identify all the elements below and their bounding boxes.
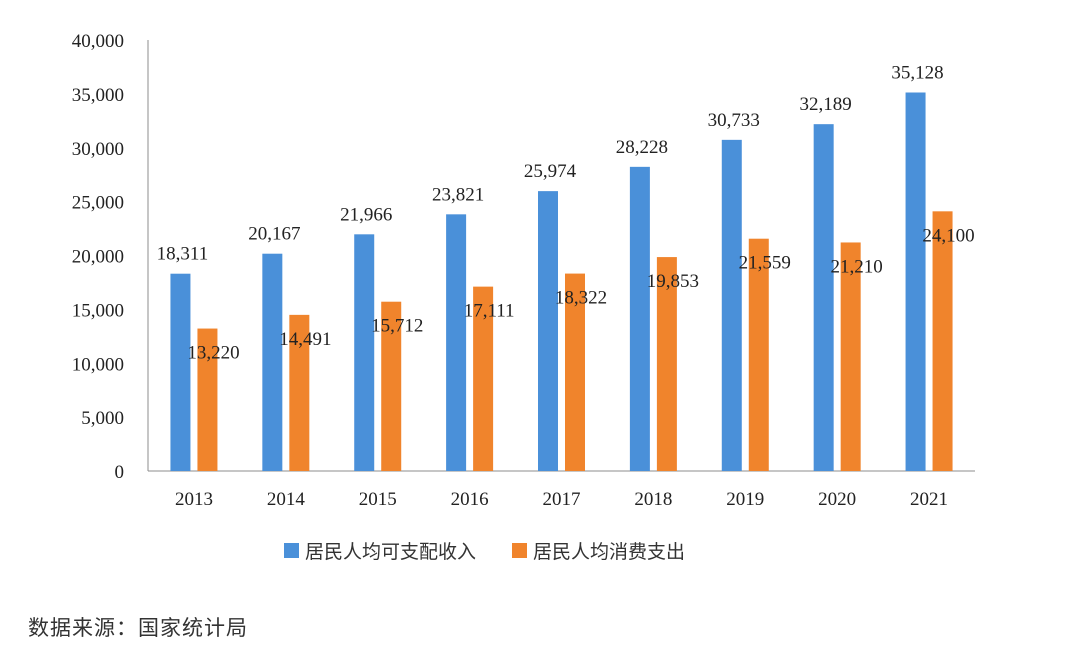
data-label-income: 25,974 bbox=[524, 161, 577, 182]
bar-income bbox=[813, 124, 834, 472]
data-label-income: 20,167 bbox=[248, 224, 300, 245]
bar-income bbox=[629, 166, 650, 471]
x-tick-label: 2017 bbox=[543, 489, 581, 510]
bar-income bbox=[538, 191, 558, 471]
legend-swatch-income bbox=[284, 543, 299, 558]
bar-income bbox=[446, 214, 467, 471]
legend-item-spending: 居民人均消费支出 bbox=[512, 537, 685, 564]
data-label-spending: 19,853 bbox=[647, 271, 699, 292]
bar-income bbox=[354, 234, 375, 471]
x-tick-label: 2013 bbox=[175, 489, 213, 510]
data-label-spending: 13,220 bbox=[187, 343, 239, 364]
y-tick-label: 20,000 bbox=[72, 247, 124, 268]
y-tick-label: 35,000 bbox=[72, 85, 124, 106]
bar-spending bbox=[289, 314, 310, 471]
y-tick-label: 30,000 bbox=[72, 139, 124, 160]
x-tick-label: 2015 bbox=[359, 489, 397, 510]
bar-income bbox=[170, 273, 191, 471]
data-label-income: 32,189 bbox=[800, 94, 852, 115]
x-tick-label: 2016 bbox=[451, 489, 489, 510]
data-label-spending: 14,491 bbox=[279, 329, 331, 350]
data-label-income: 28,228 bbox=[616, 137, 668, 158]
bar-spending bbox=[656, 257, 677, 471]
data-label-spending: 24,100 bbox=[922, 225, 974, 246]
x-tick-label: 2019 bbox=[726, 489, 764, 510]
legend-label-income: 居民人均可支配收入 bbox=[305, 541, 477, 563]
legend-label-spending: 居民人均消费支出 bbox=[533, 541, 686, 563]
bar-chart: 0 5,000 10,000 15,000 20,000 25,000 30,000 35,0… bbox=[72, 31, 975, 510]
y-tick-label: 25,000 bbox=[72, 193, 124, 214]
bar-spending bbox=[381, 301, 402, 471]
data-label-income: 21,966 bbox=[340, 204, 392, 225]
bar-spending bbox=[840, 242, 861, 471]
y-tick-label: 10,000 bbox=[72, 354, 124, 375]
data-label-spending: 15,712 bbox=[371, 316, 423, 337]
y-tick-label: 5,000 bbox=[81, 408, 124, 429]
x-tick-label: 2020 bbox=[818, 489, 856, 510]
bar-income bbox=[262, 253, 283, 471]
data-label-spending: 18,322 bbox=[555, 288, 607, 309]
bar-spending bbox=[932, 211, 953, 471]
x-tick-label: 2014 bbox=[267, 489, 306, 510]
legend-swatch-spending bbox=[512, 543, 528, 558]
bar-spending bbox=[748, 238, 769, 471]
data-label-income: 35,128 bbox=[891, 62, 943, 83]
data-label-income: 23,821 bbox=[432, 184, 484, 205]
data-label-income: 30,733 bbox=[708, 110, 760, 131]
legend-item-income: 居民人均可支配收入 bbox=[284, 537, 476, 564]
data-label-spending: 21,559 bbox=[739, 253, 791, 274]
bar-spending bbox=[473, 286, 494, 471]
bar-spending bbox=[565, 273, 585, 471]
bar-income bbox=[905, 92, 926, 472]
y-tick-label: 0 bbox=[115, 462, 125, 483]
data-label-spending: 21,210 bbox=[831, 256, 883, 277]
y-tick-label: 40,000 bbox=[72, 31, 124, 52]
x-tick-label: 2021 bbox=[910, 489, 948, 510]
bar-income bbox=[721, 139, 742, 471]
data-label-income: 18,311 bbox=[157, 244, 209, 265]
source-note: 数据来源：国家统计局 bbox=[28, 616, 248, 640]
legend: 居民人均可支配收入 居民人均消费支出 bbox=[284, 537, 721, 564]
data-label-spending: 17,111 bbox=[464, 301, 515, 322]
y-tick-label: 15,000 bbox=[72, 300, 124, 321]
bar-spending bbox=[197, 328, 218, 471]
x-tick-label: 2018 bbox=[634, 489, 672, 510]
